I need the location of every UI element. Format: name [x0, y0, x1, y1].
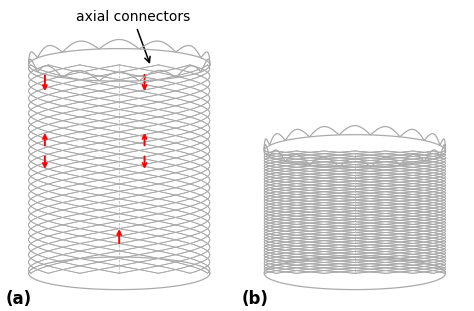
Text: (b): (b) — [242, 290, 268, 308]
Text: axial connectors: axial connectors — [76, 10, 190, 63]
Text: (a): (a) — [6, 290, 32, 308]
